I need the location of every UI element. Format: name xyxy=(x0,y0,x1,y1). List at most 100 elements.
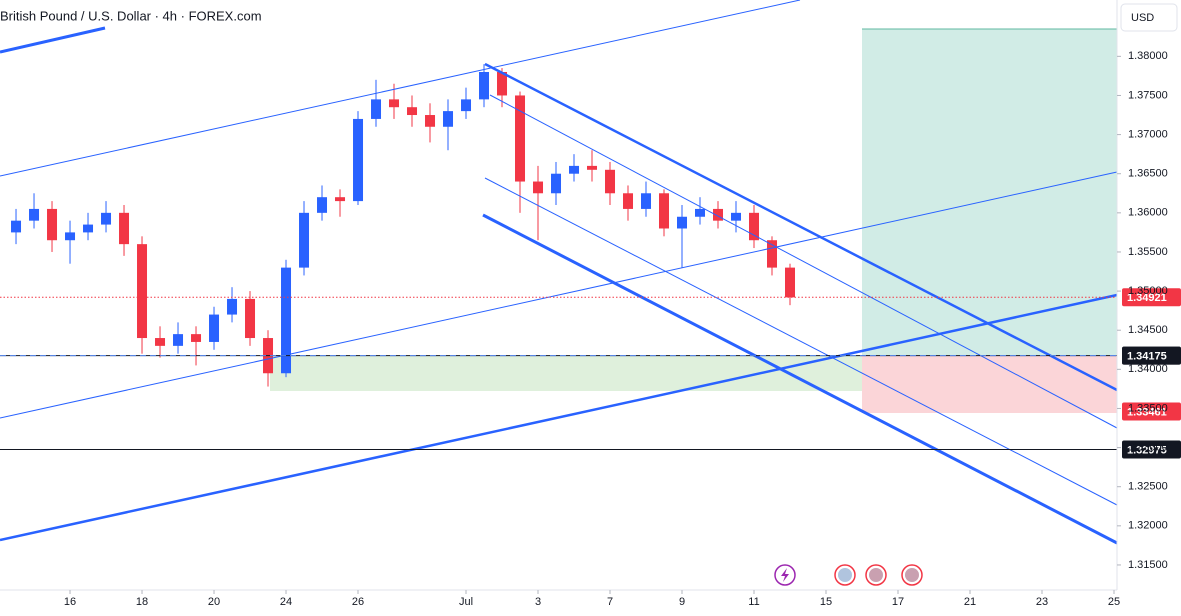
y-tick-label: 1.33500 xyxy=(1128,402,1168,414)
candle-body xyxy=(407,107,418,116)
y-tick-label: 1.36500 xyxy=(1128,168,1168,180)
trend-lines xyxy=(0,0,1118,545)
candle-body xyxy=(605,169,616,194)
candle-body xyxy=(65,232,76,241)
candle-body xyxy=(101,212,112,225)
candle-body xyxy=(515,95,526,182)
currency-button[interactable] xyxy=(1120,3,1178,32)
candle-body xyxy=(119,212,130,245)
candle-body xyxy=(137,244,148,339)
event-icons xyxy=(774,564,923,586)
candle-body xyxy=(299,212,310,268)
y-tick-label: 1.31500 xyxy=(1128,559,1168,571)
y-tick-label: 1.36000 xyxy=(1128,207,1168,219)
candle-body xyxy=(497,71,508,96)
candle-body xyxy=(713,208,724,221)
axis: 1.31500 1.32000 1.32500 1.33000 1.33500 1.340… xyxy=(64,50,1168,608)
x-tick-label: 18 xyxy=(136,596,148,608)
x-tick-label: 11 xyxy=(748,596,759,608)
candle-body xyxy=(281,267,292,374)
candle-body xyxy=(47,208,58,241)
candle-body xyxy=(83,224,94,233)
candles xyxy=(11,64,796,387)
candle-body xyxy=(155,338,166,346)
flag xyxy=(838,568,852,582)
y-tick-label: 1.38000 xyxy=(1128,50,1168,62)
x-tick-label: 3 xyxy=(535,596,541,608)
trend-line xyxy=(489,94,1118,429)
y-tick-label: 1.34500 xyxy=(1128,324,1168,336)
x-tick-label: 9 xyxy=(679,596,685,608)
x-tick-label: 17 xyxy=(892,596,904,608)
trend-line xyxy=(0,26,106,54)
stop-zone xyxy=(862,356,1117,413)
x-tick-label: 16 xyxy=(64,596,76,608)
candle-body xyxy=(245,298,256,339)
y-tick-label: 1.35000 xyxy=(1128,285,1168,297)
x-tick-label: 24 xyxy=(280,596,292,608)
trend-line xyxy=(484,177,1118,506)
x-tick-label: 21 xyxy=(964,596,976,608)
candle-body xyxy=(443,111,454,127)
price-badge xyxy=(1122,440,1181,459)
candle-body xyxy=(587,165,598,170)
y-tick-label: 1.34000 xyxy=(1128,363,1168,375)
flag xyxy=(905,568,919,582)
candle-body xyxy=(425,115,436,127)
candle-body xyxy=(569,165,580,174)
x-tick-label: 26 xyxy=(352,596,364,608)
y-tick-label: 1.37500 xyxy=(1128,89,1168,101)
candle-body xyxy=(371,99,382,119)
candle-body xyxy=(749,212,760,241)
trend-line xyxy=(482,213,1118,545)
currency-label[interactable]: USD xyxy=(1131,12,1154,24)
candle-body xyxy=(641,193,652,209)
y-tick-label: 1.37000 xyxy=(1128,128,1168,140)
demand-zone xyxy=(270,356,862,391)
trend-line xyxy=(0,171,1118,419)
y-tick-label: 1.32500 xyxy=(1128,481,1168,493)
candle-body xyxy=(353,118,364,202)
candle-body xyxy=(731,212,742,221)
price-badge xyxy=(1122,346,1181,365)
x-tick-label: 25 xyxy=(1108,596,1120,608)
trend-line xyxy=(484,62,1118,392)
candle-body xyxy=(695,208,706,217)
y-tick-label: 1.32000 xyxy=(1128,520,1168,532)
candle-body xyxy=(227,298,238,315)
price-badge-label: 1.34175 xyxy=(1127,351,1167,363)
candle-body xyxy=(29,208,40,221)
flag xyxy=(869,568,883,582)
price-badge-label: 1.32975 xyxy=(1127,444,1167,456)
x-tick-label: 7 xyxy=(607,596,613,608)
zones xyxy=(270,28,1117,413)
candle-body xyxy=(209,314,220,342)
candle-body xyxy=(551,173,562,194)
candle-body xyxy=(335,197,346,202)
bolt xyxy=(781,568,789,582)
x-tick-label: 15 xyxy=(820,596,832,608)
x-tick-label: 23 xyxy=(1036,596,1048,608)
candle-body xyxy=(173,334,184,346)
candle-body xyxy=(623,193,634,209)
candle-body xyxy=(785,267,796,298)
candle-body xyxy=(767,240,778,268)
candle-body xyxy=(677,216,688,229)
trend-line xyxy=(0,0,801,177)
price-badge xyxy=(1122,288,1181,307)
trend-line xyxy=(0,293,1118,542)
y-tick-label: 1.33000 xyxy=(1128,441,1168,453)
candle-body xyxy=(461,99,472,112)
candle-body xyxy=(191,334,202,342)
y-tick-label: 1.35500 xyxy=(1128,246,1168,258)
candle-body xyxy=(389,99,400,108)
candle-body xyxy=(11,220,22,233)
candle-body xyxy=(317,197,328,213)
price-badge xyxy=(1122,402,1181,421)
chart-title: British Pound / U.S. Dollar · 4h · FOREX… xyxy=(0,8,262,23)
x-tick-label: Jul xyxy=(459,596,473,608)
candle-body xyxy=(533,181,544,194)
price-badge-label: 1.33461 xyxy=(1127,406,1167,418)
x-tick-label: 20 xyxy=(208,596,220,608)
